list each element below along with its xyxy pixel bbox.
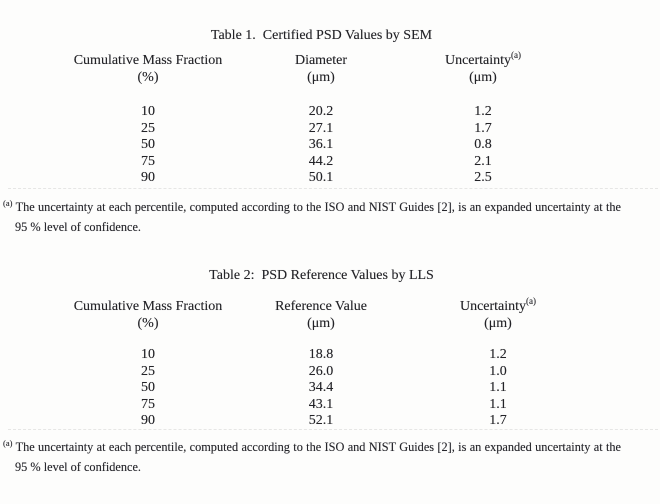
scan-noise-line xyxy=(8,188,658,189)
table-cell: 10 xyxy=(141,104,155,119)
table-cell: 43.1 xyxy=(308,396,334,412)
table-cell: 1.7 xyxy=(489,413,507,429)
column-header: Cumulative Mass Fraction xyxy=(40,298,256,315)
column-unit: (μm) xyxy=(307,70,335,85)
table1-title: Table 1. Certified PSD Values by SEM xyxy=(210,28,433,43)
table-cell: 2.5 xyxy=(474,170,492,186)
column-header-label: Cumulative Mass Fraction xyxy=(73,53,223,68)
footnote-ref: (a) xyxy=(526,296,537,306)
table2-footnote: (a) The uncertainty at each percentile, … xyxy=(3,433,633,477)
column-unit: (%) xyxy=(137,70,159,85)
table-cell: 75 xyxy=(141,396,155,412)
scan-noise-line xyxy=(8,429,658,430)
footnote-marker: (a) xyxy=(3,198,13,208)
table-cell: 34.4 xyxy=(308,380,334,396)
table2-column-uncertainty: Uncertainty(a) (μm) 1.2 1.0 1.1 1.1 1.7 xyxy=(437,296,559,430)
table-cell: 50 xyxy=(141,137,155,153)
table2-column-reference-value: Reference Value (μm) 18.8 26.0 34.4 43.1… xyxy=(258,298,384,430)
footnote-text: The uncertainty at each percentile, comp… xyxy=(15,440,621,454)
column-header-label: Uncertainty xyxy=(459,299,527,314)
footnote-line1: (a) The uncertainty at each percentile, … xyxy=(3,433,621,457)
column-header: Cumulative Mass Fraction xyxy=(40,52,256,69)
table-cell: 25 xyxy=(141,120,155,136)
table-cell: 1.2 xyxy=(489,347,507,362)
table-cell: 44.2 xyxy=(308,153,334,169)
footnote-marker: (a) xyxy=(3,438,13,448)
table-cell: 90 xyxy=(141,413,155,429)
table-cell: 36.1 xyxy=(308,137,334,153)
column-header: Uncertainty(a) xyxy=(437,296,559,315)
table-cell: 26.0 xyxy=(308,363,334,379)
footnote-text: The uncertainty at each percentile, comp… xyxy=(15,200,621,214)
column-cells: 10 25 50 75 90 xyxy=(40,104,256,187)
column-cells: 1.2 1.0 1.1 1.1 1.7 xyxy=(437,347,559,430)
table-cell: 10 xyxy=(141,347,155,362)
footnote-ref: (a) xyxy=(511,50,522,60)
column-header-label: Reference Value xyxy=(275,299,367,314)
table1-column-diameter: Diameter (μm) 20.2 27.1 36.1 44.2 50.1 xyxy=(258,52,384,187)
table2-column-cumulative-mass-fraction: Cumulative Mass Fraction (%) 10 25 50 75… xyxy=(40,298,256,430)
table1-footnote: (a) The uncertainty at each percentile, … xyxy=(3,193,633,237)
table-cell: 20.2 xyxy=(308,104,334,119)
table-cell: 50.1 xyxy=(308,170,334,186)
table-cell: 75 xyxy=(141,153,155,169)
footnote-line1: (a) The uncertainty at each percentile, … xyxy=(3,193,621,217)
table-cell: 1.7 xyxy=(474,120,492,136)
column-header-label: Diameter xyxy=(294,53,348,68)
table-cell: 18.8 xyxy=(308,347,334,362)
column-header: Uncertainty(a) xyxy=(422,50,544,69)
table-cell: 1.1 xyxy=(489,380,507,396)
table-cell: 1.0 xyxy=(489,363,507,379)
table1-column-uncertainty: Uncertainty(a) (μm) 1.2 1.7 0.8 2.1 2.5 xyxy=(422,50,544,187)
column-header-label: Uncertainty xyxy=(444,53,512,68)
footnote-line2: 95 % level of confidence. xyxy=(15,460,141,474)
table-cell: 1.1 xyxy=(489,396,507,412)
column-cells: 20.2 27.1 36.1 44.2 50.1 xyxy=(258,104,384,187)
column-header: Reference Value xyxy=(258,298,384,315)
column-header-label: Cumulative Mass Fraction xyxy=(73,299,223,314)
table2-title: Table 2: PSD Reference Values by LLS xyxy=(209,268,434,283)
column-cells: 10 25 50 75 90 xyxy=(40,347,256,430)
column-header: Diameter xyxy=(258,52,384,69)
table-cell: 2.1 xyxy=(474,153,492,169)
column-unit: (μm) xyxy=(469,70,497,85)
table-cell: 1.2 xyxy=(474,104,492,119)
table1-column-cumulative-mass-fraction: Cumulative Mass Fraction (%) 10 25 50 75… xyxy=(40,52,256,187)
table-cell: 52.1 xyxy=(308,413,334,429)
column-cells: 1.2 1.7 0.8 2.1 2.5 xyxy=(422,104,544,187)
table-cell: 50 xyxy=(141,380,155,396)
table-cell: 90 xyxy=(141,170,155,186)
column-unit: (%) xyxy=(137,316,159,331)
table-cell: 25 xyxy=(141,363,155,379)
column-unit: (μm) xyxy=(484,316,512,331)
footnote-line2: 95 % level of confidence. xyxy=(15,220,141,234)
table-cell: 27.1 xyxy=(308,120,334,136)
table-cell: 0.8 xyxy=(474,137,492,153)
column-unit: (μm) xyxy=(307,316,335,331)
column-cells: 18.8 26.0 34.4 43.1 52.1 xyxy=(258,347,384,430)
